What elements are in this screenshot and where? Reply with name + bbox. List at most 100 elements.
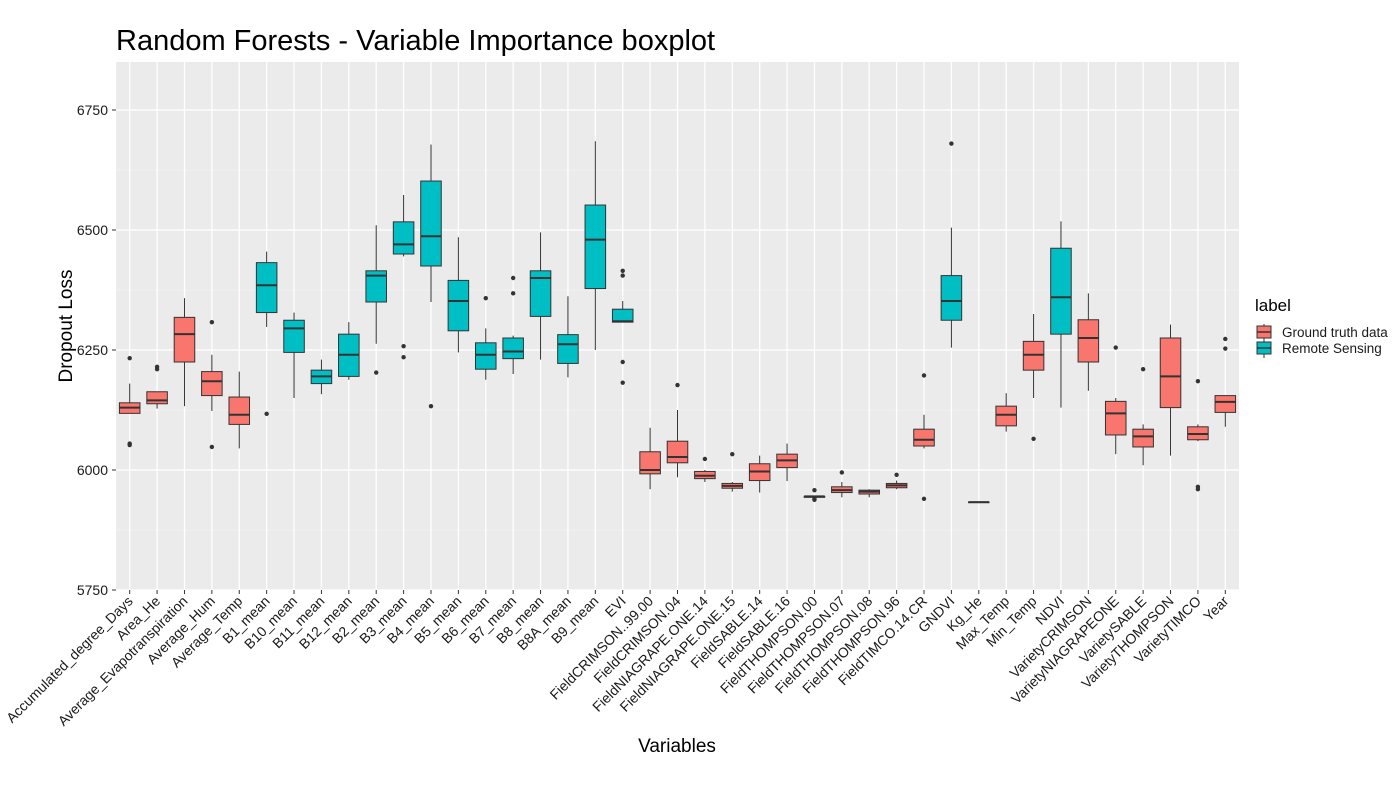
box-15 [529, 232, 552, 360]
box-35 [1077, 293, 1100, 391]
legend-item-ground-truth: Ground truth data [1256, 324, 1388, 342]
box-iqr [639, 451, 661, 475]
box-5 [255, 251, 278, 417]
y-tick-label: 6000 [77, 462, 108, 478]
chart-title: Random Forests - Variable Importance box… [116, 25, 715, 57]
box-iqr [1132, 428, 1154, 448]
outlier-point [1195, 487, 1201, 492]
box-13 [474, 295, 497, 380]
box-iqr [1077, 319, 1100, 363]
outlier-point [839, 470, 845, 475]
outlier-point [702, 456, 708, 462]
box-iqr [995, 405, 1017, 427]
box-0 [118, 355, 141, 448]
legend-label-remote-sensing: Remote Sensing [1282, 341, 1382, 356]
outlier-point [428, 403, 434, 409]
box-2 [173, 298, 196, 407]
y-tick-label: 5750 [77, 582, 108, 598]
x-axis: Accumulated_degree_DaysArea_HeAverage_Ev… [3, 590, 1232, 729]
outlier-point [620, 380, 625, 385]
box-39 [1187, 379, 1209, 492]
box-iqr [557, 334, 579, 364]
legend: label Ground truth data Remote Sensing [1255, 296, 1388, 358]
box-iqr [502, 337, 524, 360]
box-iqr [940, 275, 963, 321]
legend-item-remote-sensing: Remote Sensing [1256, 340, 1382, 358]
box-27 [858, 489, 881, 498]
box-iqr [255, 262, 278, 314]
outlier-point [620, 359, 625, 365]
box-12 [447, 237, 470, 353]
box-10 [392, 194, 415, 360]
outlier-point [620, 268, 625, 273]
box-38 [1159, 324, 1182, 456]
grid-lines [116, 62, 1239, 591]
box-iqr [529, 270, 552, 317]
box-37 [1132, 367, 1154, 466]
box-iqr [146, 391, 168, 405]
box-14 [502, 275, 524, 374]
outlier-point [1223, 336, 1228, 342]
box-iqr [173, 316, 196, 363]
outlier-point [812, 487, 817, 493]
outlier-point [127, 442, 132, 448]
box-29 [913, 373, 935, 501]
outlier-point [675, 382, 680, 388]
legend-title: label [1255, 296, 1291, 315]
outlier-point [374, 370, 379, 375]
box-20 [666, 382, 689, 478]
outlier-point [1113, 345, 1118, 350]
y-tick-label: 6250 [77, 342, 108, 358]
box-9 [365, 225, 387, 375]
box-6 [283, 312, 305, 398]
outlier-point [1140, 367, 1146, 372]
y-axis: 5750 6000 6250 6500 6750 [77, 102, 116, 598]
box-36 [1104, 345, 1127, 455]
box-24 [776, 443, 798, 482]
box-iqr [228, 396, 251, 425]
outlier-point [401, 343, 406, 349]
box-21 [694, 456, 716, 482]
outlier-point [894, 472, 899, 477]
box-11 [420, 144, 442, 409]
outlier-point [401, 355, 406, 360]
box-series [118, 141, 1237, 504]
box-iqr [666, 440, 689, 464]
outlier-point [1195, 379, 1201, 384]
box-32 [995, 393, 1017, 432]
box-iqr [1104, 400, 1127, 436]
outlier-point [921, 496, 927, 501]
outlier-point [949, 141, 954, 146]
box-iqr [913, 428, 935, 447]
outlier-point [483, 295, 488, 301]
box-4 [228, 371, 251, 449]
box-iqr [447, 279, 470, 332]
box-26 [831, 470, 853, 498]
box-iqr [420, 180, 442, 267]
outlier-point [510, 275, 516, 281]
box-iqr [392, 221, 415, 255]
box-3 [201, 319, 223, 450]
box-17 [584, 141, 607, 350]
outlier-point [730, 451, 735, 457]
box-33 [1022, 314, 1045, 441]
box-iqr [584, 204, 607, 290]
outlier-point [209, 319, 215, 325]
box-19 [639, 427, 661, 490]
outlier-point [127, 355, 132, 361]
outlier-point [1223, 346, 1228, 351]
y-tick-label: 6750 [77, 102, 108, 118]
box-16 [557, 296, 579, 378]
box-25 [803, 487, 826, 502]
outlier-point [264, 411, 269, 417]
box-iqr [201, 371, 223, 397]
outlier-point [510, 291, 516, 296]
legend-label-ground-truth: Ground truth data [1282, 325, 1388, 340]
box-iqr [1159, 337, 1182, 409]
box-18 [611, 268, 634, 385]
box-iqr [1214, 395, 1237, 413]
outlier-point [812, 497, 817, 502]
y-axis-title: Dropout Loss [56, 269, 77, 382]
box-iqr [365, 270, 387, 303]
